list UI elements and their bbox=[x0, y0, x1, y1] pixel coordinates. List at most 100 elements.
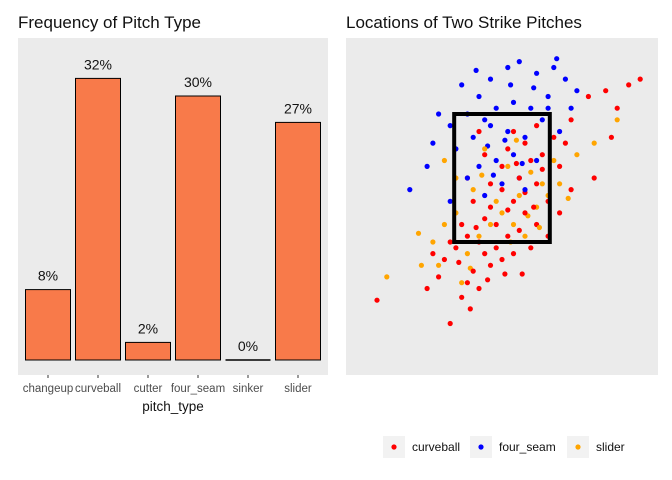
x-tick-label: four_seam bbox=[171, 383, 225, 395]
point-curveball bbox=[436, 274, 442, 280]
point-slider bbox=[557, 181, 563, 187]
point-four_seam bbox=[528, 105, 534, 111]
point-curveball bbox=[557, 163, 563, 169]
point-curveball bbox=[487, 204, 494, 210]
point-curveball bbox=[499, 163, 505, 169]
point-four_seam bbox=[557, 128, 563, 135]
x-tick-label: sinker bbox=[233, 383, 264, 395]
point-curveball bbox=[447, 320, 453, 327]
point-curveball bbox=[528, 245, 534, 251]
point-four_seam bbox=[482, 192, 488, 199]
point-slider bbox=[430, 239, 436, 245]
point-curveball bbox=[473, 224, 479, 231]
bar-data-label: 27% bbox=[284, 100, 312, 116]
point-curveball bbox=[493, 245, 499, 251]
x-tick-label: changeup bbox=[23, 383, 74, 395]
point-curveball bbox=[510, 128, 517, 135]
point-four_seam bbox=[539, 117, 545, 123]
point-curveball bbox=[568, 187, 574, 193]
point-slider bbox=[505, 163, 511, 169]
point-curveball bbox=[516, 227, 522, 233]
point-four_seam bbox=[545, 105, 551, 111]
point-four_seam bbox=[522, 134, 528, 140]
point-four_seam bbox=[554, 56, 560, 62]
x-tick-label: cutter bbox=[134, 383, 163, 395]
bar-data-label: 0% bbox=[238, 338, 258, 354]
bar-data-label: 8% bbox=[38, 268, 58, 284]
point-four_seam bbox=[551, 64, 557, 71]
point-slider bbox=[436, 262, 442, 268]
point-curveball bbox=[522, 140, 528, 146]
bar-data-label: 2% bbox=[138, 320, 158, 336]
strike-zone bbox=[452, 112, 552, 244]
point-curveball bbox=[510, 198, 517, 204]
point-four_seam bbox=[516, 59, 522, 65]
bar-slider bbox=[275, 121, 321, 361]
point-curveball bbox=[603, 88, 609, 94]
legend-key-four_seam bbox=[478, 444, 484, 450]
bar-layer: 8% 32% 2% 30% 0% 27% bbox=[25, 56, 321, 361]
bar-changeup bbox=[25, 289, 71, 361]
point-four_seam bbox=[568, 105, 574, 111]
point-curveball bbox=[476, 128, 482, 135]
point-curveball bbox=[374, 297, 380, 303]
bar-data-label: 32% bbox=[84, 56, 112, 72]
point-slider bbox=[591, 140, 597, 146]
point-four_seam bbox=[459, 82, 465, 88]
point-curveball bbox=[534, 123, 540, 129]
point-curveball bbox=[510, 251, 517, 257]
point-slider bbox=[539, 181, 545, 187]
point-slider bbox=[565, 195, 571, 201]
point-curveball bbox=[424, 285, 430, 292]
point-curveball bbox=[531, 204, 537, 210]
point-curveball bbox=[614, 105, 620, 111]
point-four_seam bbox=[490, 172, 496, 178]
point-four_seam bbox=[502, 137, 508, 143]
point-curveball bbox=[591, 175, 597, 181]
legend-key-curveball bbox=[391, 444, 397, 450]
point-slider bbox=[470, 187, 476, 193]
point-slider bbox=[493, 198, 499, 204]
scatter-chart-title: Locations of Two Strike Pitches bbox=[346, 13, 582, 32]
point-curveball bbox=[467, 306, 473, 312]
point-four_seam bbox=[482, 117, 488, 123]
point-slider bbox=[516, 192, 522, 199]
point-slider bbox=[476, 233, 482, 239]
point-curveball bbox=[453, 245, 459, 251]
point-slider bbox=[513, 137, 520, 143]
point-four_seam bbox=[464, 175, 470, 181]
point-slider bbox=[487, 221, 494, 228]
bar-chart-x-axis-title: pitch_type bbox=[142, 399, 204, 414]
point-curveball bbox=[499, 187, 505, 193]
point-curveball bbox=[534, 181, 540, 187]
point-slider bbox=[482, 146, 488, 152]
point-slider bbox=[464, 251, 470, 257]
point-four_seam bbox=[522, 187, 528, 193]
bar-curveball bbox=[75, 77, 121, 361]
point-curveball bbox=[528, 157, 534, 164]
point-four_seam bbox=[508, 82, 514, 88]
bar-chart: Frequency of Pitch Type 8%32%2%30%0%27% … bbox=[18, 13, 328, 414]
point-four_seam bbox=[562, 76, 569, 82]
point-curveball bbox=[447, 239, 453, 245]
legend-key-slider bbox=[575, 444, 581, 450]
point-four_seam bbox=[505, 128, 511, 135]
point-curveball bbox=[502, 271, 508, 277]
point-four_seam bbox=[499, 181, 505, 187]
point-curveball bbox=[441, 256, 447, 263]
point-curveball bbox=[456, 259, 462, 265]
point-curveball bbox=[539, 152, 545, 158]
point-four_seam bbox=[487, 76, 494, 82]
point-four_seam bbox=[430, 140, 436, 146]
point-curveball bbox=[608, 134, 615, 140]
point-slider bbox=[536, 224, 543, 231]
point-curveball bbox=[513, 160, 520, 167]
point-slider bbox=[418, 262, 424, 268]
point-curveball bbox=[505, 207, 511, 213]
point-curveball bbox=[522, 210, 528, 216]
point-four_seam bbox=[436, 111, 442, 117]
point-slider bbox=[479, 172, 485, 178]
point-four_seam bbox=[505, 64, 511, 71]
point-curveball bbox=[519, 271, 525, 277]
